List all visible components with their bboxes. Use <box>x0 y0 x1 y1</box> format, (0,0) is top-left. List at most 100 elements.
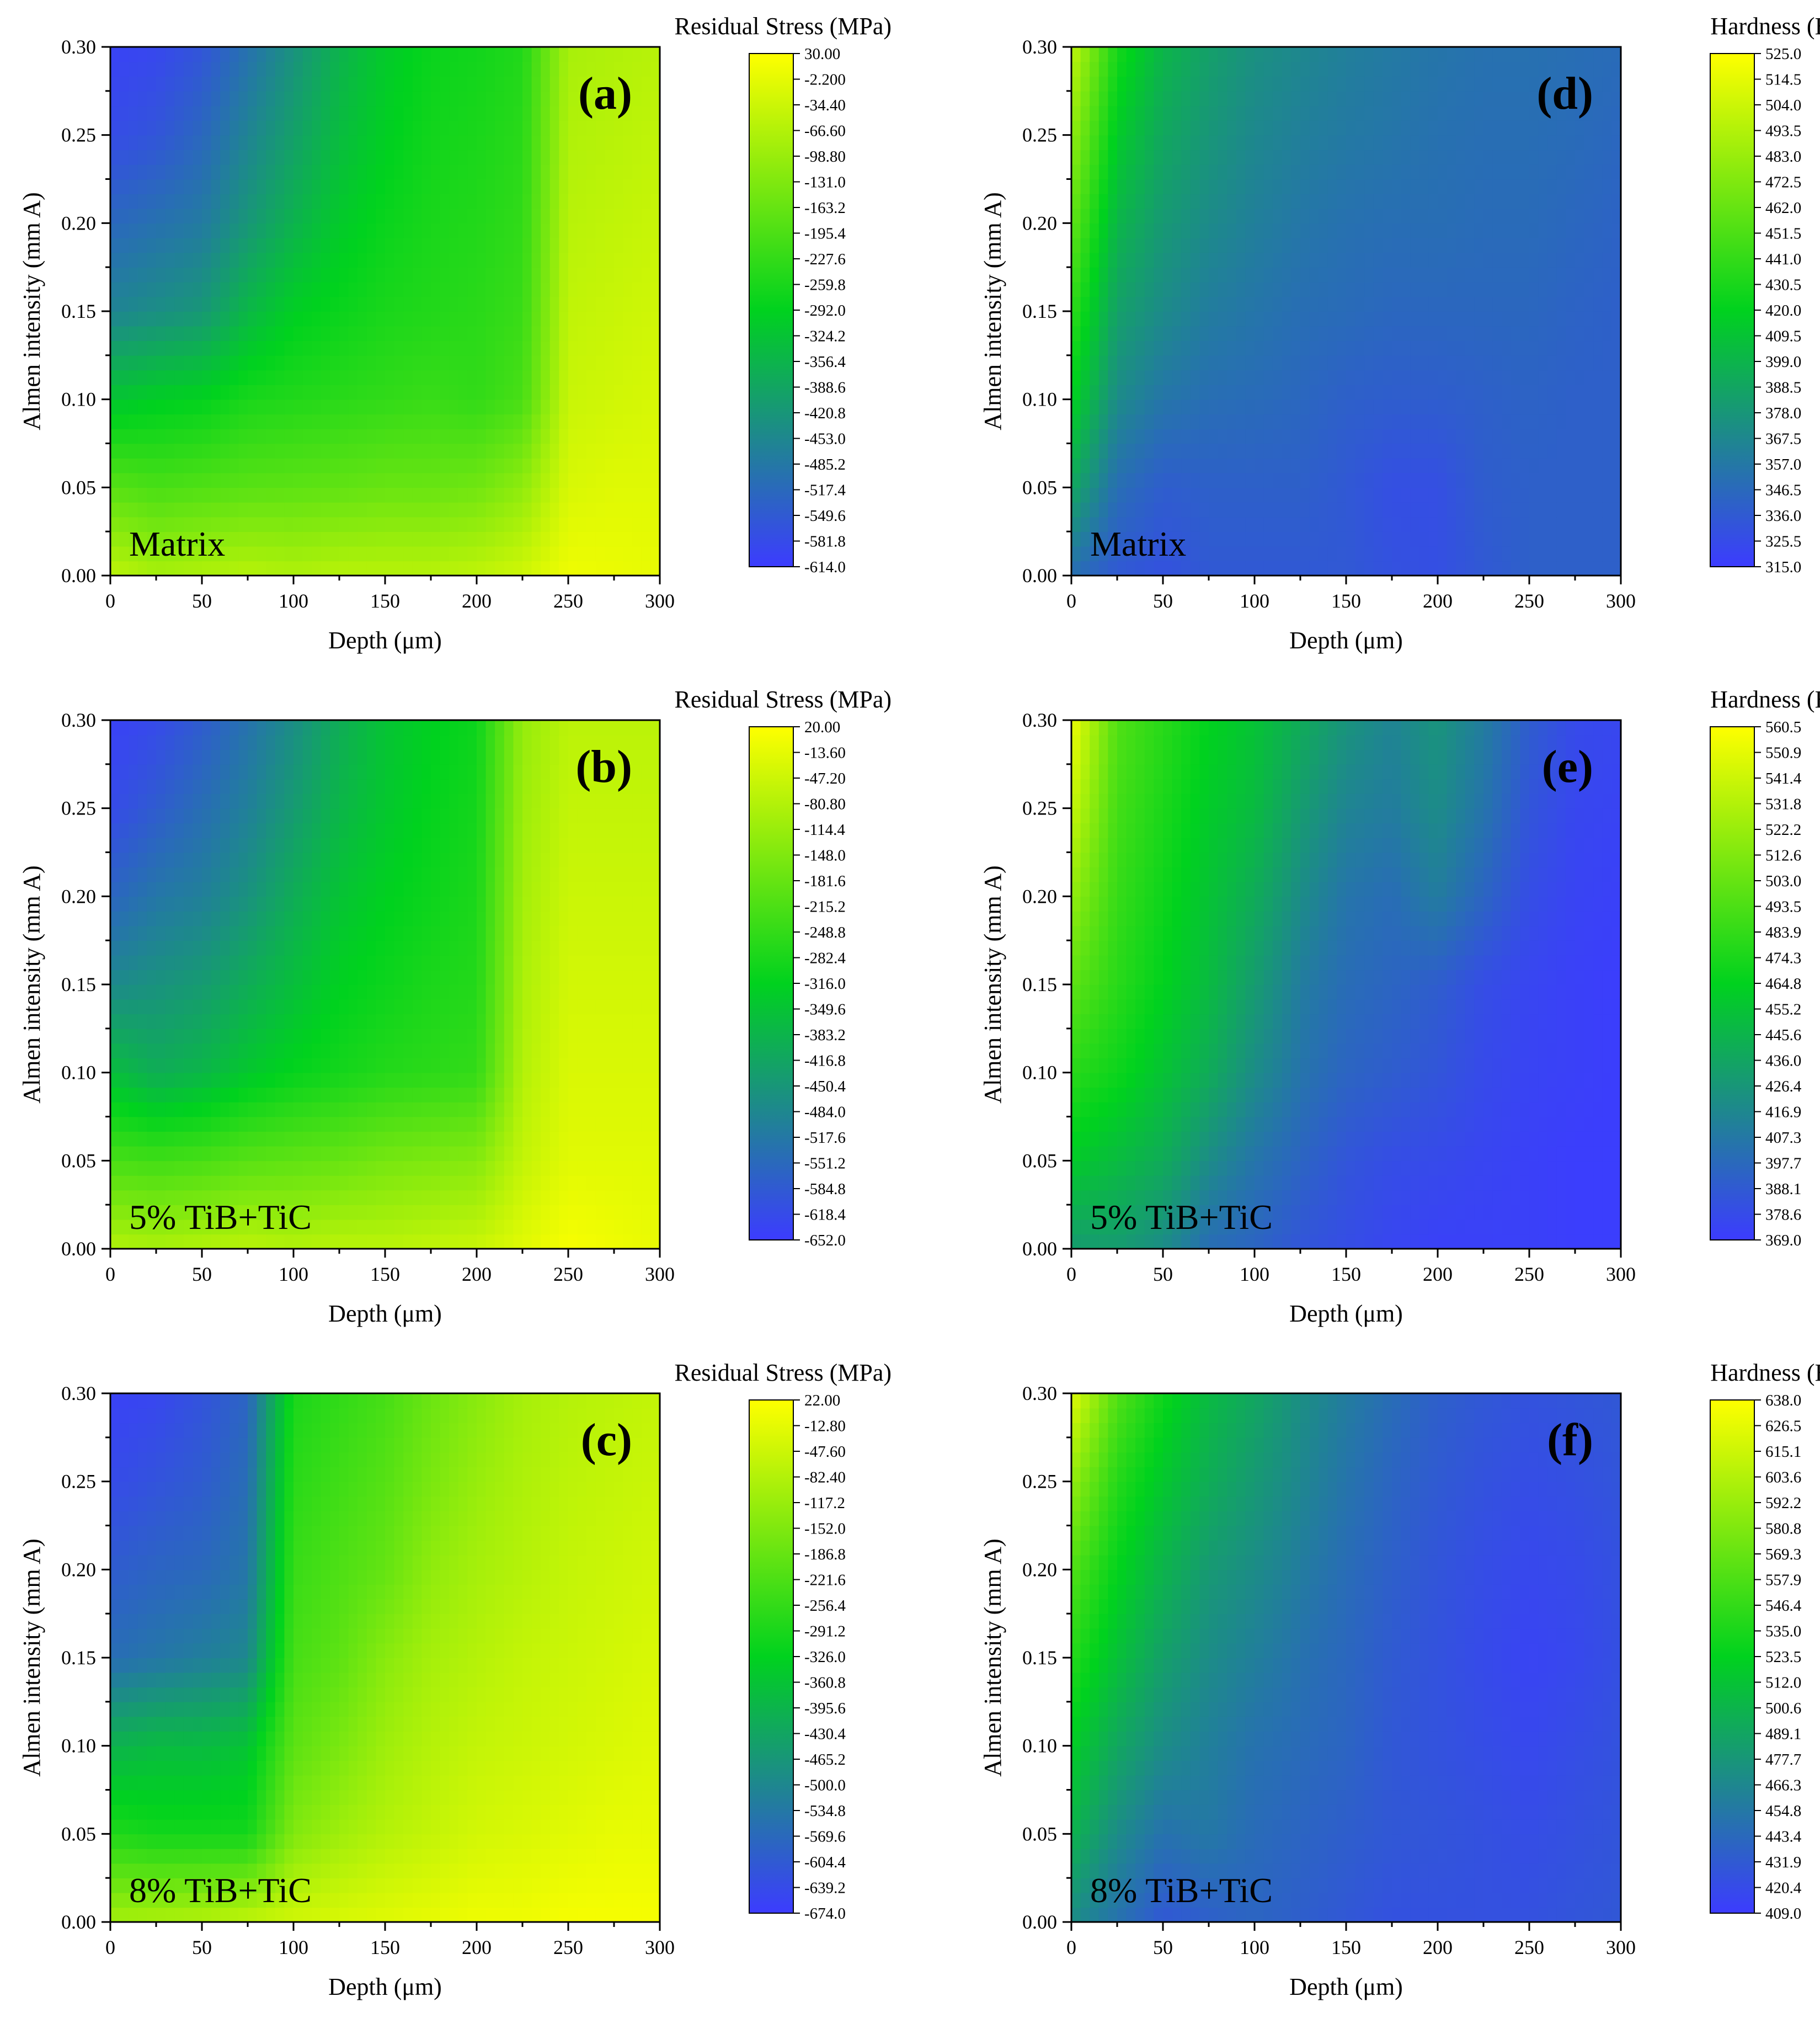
heatmap-cell <box>137 925 148 941</box>
heatmap-cell <box>119 1848 129 1864</box>
heatmap-cell <box>531 517 541 532</box>
heatmap-cell <box>220 223 230 238</box>
heatmap-cell <box>137 1219 148 1235</box>
heatmap-cell <box>110 428 120 444</box>
heatmap-cell <box>257 970 266 985</box>
heatmap-cell <box>156 561 166 576</box>
heatmap-cell <box>339 546 349 562</box>
heatmap-cell <box>632 561 642 576</box>
heatmap-cell <box>385 252 395 268</box>
heatmap-cell <box>110 1043 120 1058</box>
heatmap-cell <box>376 1219 386 1235</box>
heatmap-cell <box>137 414 148 429</box>
heatmap-cell <box>165 984 175 1000</box>
heatmap-cell <box>531 428 541 444</box>
heatmap-cell <box>467 1101 477 1117</box>
heatmap-cell <box>202 252 212 268</box>
heatmap-cell <box>623 281 633 297</box>
heatmap-cell <box>357 414 367 429</box>
heatmap-cell <box>110 1790 120 1805</box>
heatmap-cell <box>614 720 624 736</box>
heatmap-cell <box>275 502 285 518</box>
heatmap-cell <box>165 911 175 927</box>
heatmap-cell <box>376 296 386 312</box>
heatmap-cell <box>330 164 340 180</box>
heatmap-cell <box>376 734 386 750</box>
heatmap-cell <box>238 76 248 92</box>
heatmap-cell <box>220 61 230 77</box>
heatmap-cell <box>266 120 276 136</box>
heatmap-cell <box>458 223 468 238</box>
heatmap-cell <box>330 720 340 736</box>
heatmap-cell <box>119 1745 129 1761</box>
heatmap-cell <box>165 1028 175 1044</box>
heatmap-cell <box>147 355 157 371</box>
heatmap-cell <box>137 1628 148 1644</box>
heatmap-cell <box>339 955 349 971</box>
heatmap-cell <box>357 546 367 562</box>
heatmap-cell <box>366 326 377 342</box>
heatmap-cell <box>147 1116 157 1132</box>
heatmap-cell <box>549 720 560 736</box>
heatmap-cell <box>394 472 404 488</box>
heatmap-cell <box>147 1819 157 1835</box>
heatmap-cell <box>431 355 441 371</box>
heatmap-cell <box>495 179 505 194</box>
heatmap-cell <box>248 120 258 136</box>
heatmap-cell <box>202 1116 212 1132</box>
heatmap-cell <box>541 1116 551 1132</box>
heatmap-cell <box>522 61 532 77</box>
heatmap-cell <box>330 296 340 312</box>
heatmap-cell <box>293 955 303 971</box>
heatmap-cell <box>605 194 615 209</box>
heatmap-cell <box>229 458 239 473</box>
heatmap-cell <box>641 1087 652 1103</box>
heatmap-cell <box>321 999 331 1015</box>
heatmap-cell <box>549 517 560 532</box>
heatmap-cell <box>366 428 377 444</box>
heatmap-cell <box>211 1175 221 1191</box>
heatmap-cell <box>559 1087 569 1103</box>
heatmap-cell <box>193 472 202 488</box>
heatmap-cell <box>183 1423 194 1438</box>
heatmap-cell <box>193 76 202 92</box>
heatmap-cell <box>348 1175 358 1191</box>
heatmap-cell <box>348 208 358 224</box>
heatmap-cell <box>137 135 148 151</box>
heatmap-cell <box>248 47 258 62</box>
heatmap-cell <box>339 458 349 473</box>
heatmap-cell <box>412 1072 423 1088</box>
heatmap-cell <box>477 237 487 253</box>
heatmap-cell <box>211 1160 221 1176</box>
heatmap-cell <box>650 267 660 283</box>
heatmap-cell <box>605 90 615 107</box>
heatmap-cell <box>183 76 194 92</box>
heatmap-cell <box>229 370 239 385</box>
heatmap-cell <box>403 1190 413 1205</box>
heatmap-cell <box>211 867 221 882</box>
heatmap-cell <box>549 252 560 268</box>
heatmap-cell <box>559 1160 569 1176</box>
heatmap-cell <box>366 970 377 985</box>
heatmap-cell <box>129 355 138 371</box>
heatmap-cell <box>156 720 166 736</box>
heatmap-cell <box>238 984 248 1000</box>
heatmap-cell <box>193 1116 202 1132</box>
heatmap-cell <box>119 296 129 312</box>
heatmap-cell <box>119 779 129 794</box>
heatmap-cell <box>568 955 578 971</box>
heatmap-cell <box>193 852 202 867</box>
heatmap-cell <box>513 531 523 547</box>
heatmap-cell <box>504 120 514 136</box>
heatmap-cell <box>137 720 148 736</box>
heatmap-cell <box>129 749 138 765</box>
heatmap-cell <box>504 326 514 342</box>
heatmap-cell <box>220 1160 230 1176</box>
heatmap-cell <box>394 517 404 532</box>
heatmap-cell <box>357 984 367 1000</box>
heatmap-cell <box>174 852 184 867</box>
heatmap-cell <box>531 1146 541 1162</box>
heatmap-cell <box>174 370 184 385</box>
heatmap-cell <box>477 1190 487 1205</box>
heatmap-cell <box>193 1790 202 1805</box>
